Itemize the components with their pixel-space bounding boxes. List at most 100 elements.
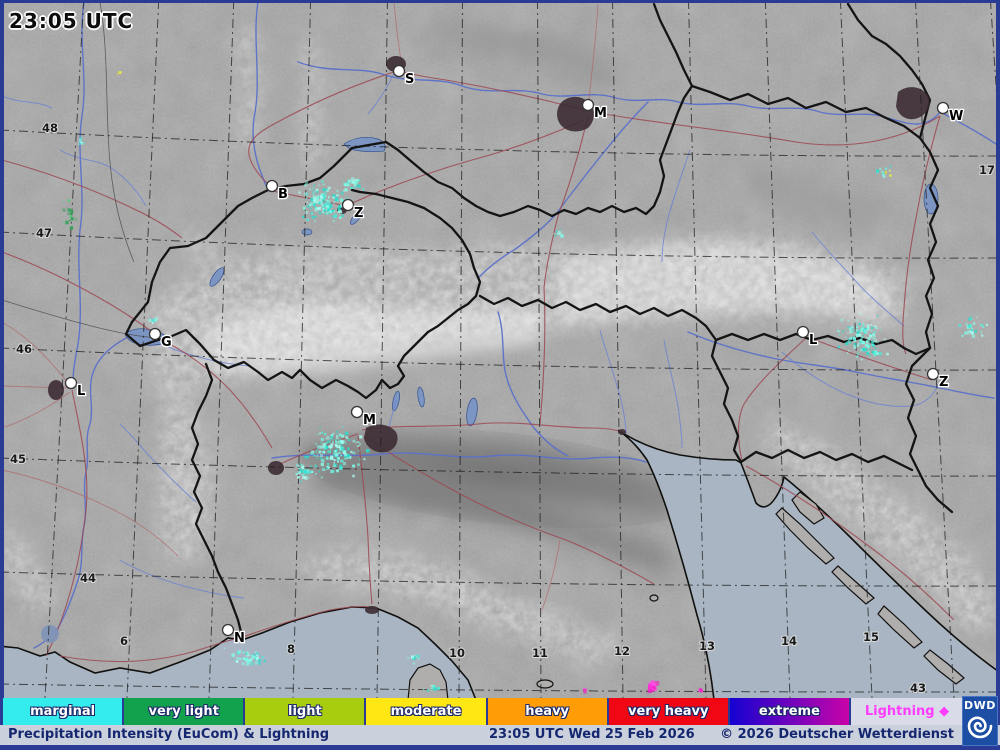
precip-speckle xyxy=(345,182,349,187)
precip-speckle xyxy=(860,336,864,339)
precip-speckle xyxy=(860,330,863,333)
border-fr-it xyxy=(190,362,244,638)
precip-speckle xyxy=(341,445,343,448)
legend-item-light: light xyxy=(245,698,365,725)
precip-speckle xyxy=(357,463,360,466)
precip-speckle xyxy=(857,352,859,355)
precip-speckle xyxy=(876,169,880,173)
grid-label: 47 xyxy=(36,226,52,240)
precip-speckle xyxy=(341,448,345,452)
precip-speckle xyxy=(317,445,321,449)
precip-speckle xyxy=(338,439,342,443)
precip-speckle xyxy=(319,426,321,429)
precip-speckle xyxy=(68,209,72,213)
urban-genoa xyxy=(365,606,379,614)
precip-speckle xyxy=(323,196,326,199)
precip-speckle xyxy=(976,316,978,318)
precip-speckle xyxy=(862,322,865,325)
precip-speckle xyxy=(871,343,874,346)
precip-speckle xyxy=(849,329,853,334)
border-it-at-si xyxy=(478,294,743,464)
precip-speckle xyxy=(299,469,303,473)
precip-speckle xyxy=(315,473,317,475)
precip-speckle xyxy=(325,209,328,211)
precip-speckle xyxy=(856,319,859,322)
island-krk xyxy=(791,491,825,525)
precip-speckle xyxy=(848,339,851,343)
precip-speckle xyxy=(883,172,885,174)
precip-speckle xyxy=(866,331,868,334)
precip-speckle xyxy=(856,330,858,332)
precip-speckle xyxy=(315,451,317,453)
precip-speckle xyxy=(336,189,339,192)
precip-speckle xyxy=(838,333,841,336)
precip-speckle xyxy=(560,234,564,238)
precip-speckle xyxy=(333,210,336,213)
grid-lon-line xyxy=(764,0,791,698)
precip-speckle xyxy=(78,143,81,146)
precip-speckle xyxy=(339,216,342,219)
precip-speckle xyxy=(155,317,158,320)
precip-speckle xyxy=(320,476,323,479)
precip-speckle xyxy=(303,455,307,459)
lake-garda xyxy=(466,397,478,427)
precip-speckle xyxy=(309,188,311,191)
frame-left xyxy=(0,0,4,698)
precip-speckle xyxy=(346,457,348,460)
grid-lon-line xyxy=(914,0,955,698)
precip-speckle xyxy=(245,657,248,661)
precip-speckle xyxy=(982,326,984,328)
precip-speckle xyxy=(312,189,315,192)
precip-speckle xyxy=(335,444,339,448)
precip-speckle xyxy=(853,345,856,348)
precip-speckle xyxy=(247,658,250,662)
precip-speckle xyxy=(303,206,306,209)
precip-speckle xyxy=(877,341,879,344)
precip-speckle xyxy=(316,188,319,191)
precip-speckle xyxy=(242,657,246,661)
precip-speckle xyxy=(310,198,314,202)
precip-speckle xyxy=(318,184,320,187)
precip-speckle xyxy=(62,200,65,203)
precip-speckle xyxy=(306,193,309,196)
precip-speckle xyxy=(857,335,859,337)
precip-speckle xyxy=(336,193,340,197)
precip-speckle xyxy=(846,340,849,343)
precip-speckle xyxy=(863,350,865,352)
precip-speckle xyxy=(359,435,363,439)
precip-speckle xyxy=(870,323,873,326)
precip-speckle xyxy=(68,209,71,212)
city-label: G xyxy=(161,335,172,350)
precip-speckle xyxy=(866,352,870,356)
precip-speckle xyxy=(966,332,969,335)
precip-speckle xyxy=(322,193,326,198)
precip-speckle xyxy=(875,325,877,328)
precip-speckle xyxy=(874,347,877,350)
precip-speckle xyxy=(344,188,348,192)
grid-label: 12 xyxy=(614,644,630,658)
precip-speckle xyxy=(968,324,972,328)
precip-speckle xyxy=(323,209,326,212)
precip-speckle xyxy=(343,183,347,187)
precip-speckle xyxy=(881,173,884,176)
precip-speckle xyxy=(326,451,328,453)
precip-speckle xyxy=(336,435,338,437)
precip-speckle xyxy=(330,469,334,474)
precip-speckle xyxy=(324,212,327,215)
precip-speckle xyxy=(357,184,361,188)
precip-speckle xyxy=(863,346,865,348)
precip-speckle xyxy=(353,183,356,185)
precip-speckle xyxy=(322,199,326,203)
precip-speckle xyxy=(304,184,307,187)
dwd-logo[interactable]: DWD xyxy=(962,696,998,746)
precip-speckle xyxy=(855,328,858,332)
precip-speckle xyxy=(324,191,327,195)
precip-speckle xyxy=(869,334,872,338)
precip-speckle xyxy=(345,442,347,445)
precip-speckle xyxy=(252,656,254,658)
precip-speckle xyxy=(561,231,563,233)
precip-speckle xyxy=(559,232,562,235)
precip-speckle xyxy=(889,174,892,177)
precip-speckle xyxy=(247,653,250,656)
city-marker xyxy=(64,376,78,390)
